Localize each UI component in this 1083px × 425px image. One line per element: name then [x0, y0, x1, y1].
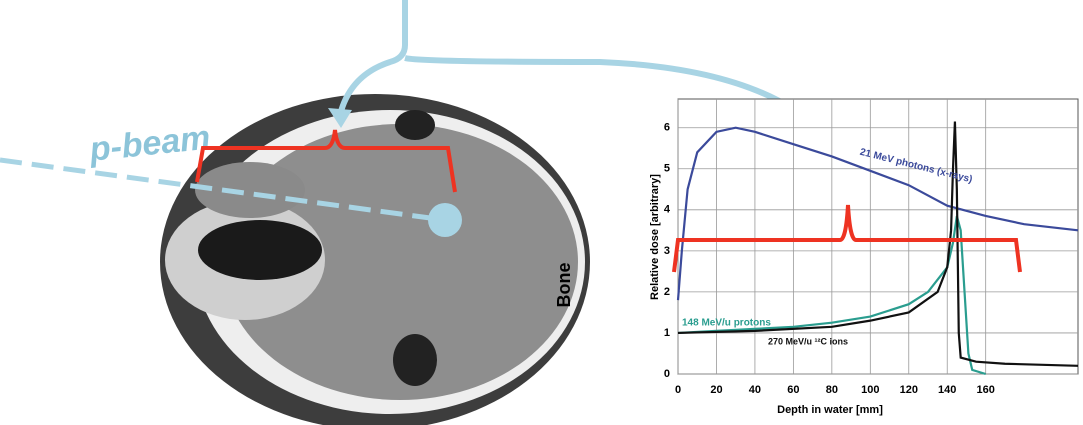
y-tick-label: 0 [664, 368, 670, 380]
x-tick-label: 20 [710, 384, 722, 396]
y-axis-label: Relative dose [arbitrary] [649, 174, 661, 300]
bone-label: Bone [554, 263, 574, 308]
figure: Bone p-beam Relative dose [arbitrary] De… [0, 0, 1083, 425]
x-tick-label: 80 [826, 384, 838, 396]
x-tick-label: 120 [900, 384, 918, 396]
x-tick-label: 60 [787, 384, 799, 396]
series-label: 148 MeV/u protons [682, 318, 771, 329]
ear-canal [393, 334, 437, 386]
x-tick-label: 0 [675, 384, 681, 396]
series-label: 270 MeV/u ¹²C ions [768, 336, 848, 346]
bragg-spot [428, 203, 462, 237]
y-tick-label: 3 [664, 245, 670, 257]
x-tick-label: 100 [861, 384, 879, 396]
frontal-sinus [395, 110, 435, 140]
x-axis-label: Depth in water [mm] [777, 404, 883, 416]
y-tick-label: 2 [664, 286, 670, 298]
x-tick-label: 160 [977, 384, 995, 396]
y-tick-label: 1 [664, 327, 670, 339]
x-tick-label: 140 [938, 384, 956, 396]
sinus [198, 220, 322, 280]
y-tick-label: 5 [664, 163, 670, 175]
y-tick-label: 4 [664, 204, 671, 216]
x-tick-label: 40 [749, 384, 761, 396]
y-tick-label: 6 [664, 122, 670, 134]
ct-scan: Bone [150, 90, 600, 425]
